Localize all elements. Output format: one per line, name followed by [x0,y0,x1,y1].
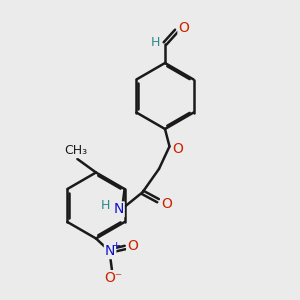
Text: H: H [101,199,110,212]
Text: O⁻: O⁻ [104,271,122,285]
Text: CH₃: CH₃ [64,144,88,157]
Text: O: O [172,142,183,156]
Text: O: O [178,22,189,35]
Text: N: N [105,244,115,258]
Text: O: O [161,197,172,211]
Text: +: + [111,241,121,251]
Text: O: O [127,239,138,253]
Text: H: H [151,36,160,50]
Text: N: N [113,202,124,216]
